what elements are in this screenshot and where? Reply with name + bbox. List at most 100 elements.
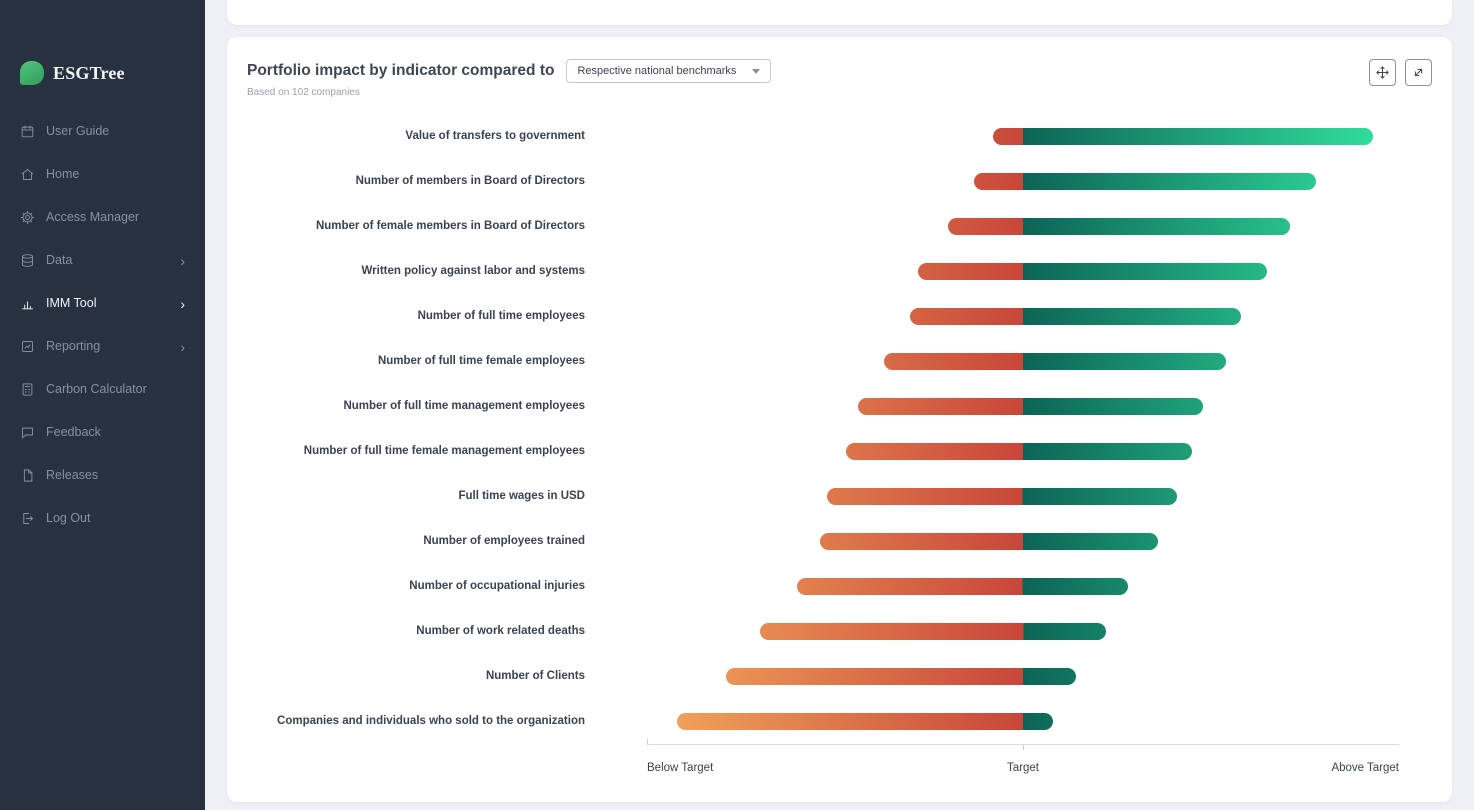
bar-track xyxy=(647,623,1399,640)
sidebar-item-label: Access Manager xyxy=(46,210,140,225)
logo-text: ESGTree xyxy=(53,62,125,83)
releases-icon xyxy=(20,468,35,483)
chart-row: Number of members in Board of Directors xyxy=(247,159,1432,204)
chart-row: Full time wages in USD xyxy=(247,474,1432,519)
bar-track xyxy=(647,398,1399,415)
category-label: Written policy against labor and systems xyxy=(361,264,585,277)
sidebar-item-imm-tool[interactable]: IMM Tool › xyxy=(0,282,205,325)
sidebar-item-home[interactable]: Home xyxy=(0,153,205,196)
impact-bar[interactable] xyxy=(917,263,1268,280)
page-title: Portfolio impact by indicator compared t… xyxy=(247,62,555,79)
axis-label-below-target: Below Target xyxy=(647,762,714,774)
logo: ESGTree xyxy=(0,0,205,88)
main-content: Portfolio impact by indicator compared t… xyxy=(205,0,1474,802)
chart-row: Written policy against labor and systems xyxy=(247,249,1432,294)
chart-row: Number of Clients xyxy=(247,654,1432,699)
bar-track xyxy=(647,668,1399,685)
bar-track xyxy=(647,578,1399,595)
bar-track xyxy=(647,443,1399,460)
gear-icon xyxy=(20,210,35,225)
category-label: Number of full time employees xyxy=(417,309,585,322)
category-label: Companies and individuals who sold to th… xyxy=(277,714,585,727)
chart-row: Number of full time employees xyxy=(247,294,1432,339)
sidebar-item-label: Reporting xyxy=(46,339,101,354)
chart-row: Number of full time female management em… xyxy=(247,429,1432,474)
chart-row: Number of full time female employees xyxy=(247,339,1432,384)
bar-track xyxy=(647,533,1399,550)
bar-track xyxy=(647,713,1399,730)
axis-label-target: Target xyxy=(1007,762,1039,774)
database-icon xyxy=(20,253,35,268)
chevron-right-icon: › xyxy=(180,338,185,355)
sidebar-item-feedback[interactable]: Feedback xyxy=(0,411,205,454)
chart-row: Number of female members in Board of Dir… xyxy=(247,204,1432,249)
logout-icon xyxy=(20,511,35,526)
portfolio-impact-card: Portfolio impact by indicator compared t… xyxy=(227,37,1452,802)
benchmark-dropdown-value: Respective national benchmarks xyxy=(577,65,737,77)
impact-bar[interactable] xyxy=(797,578,1129,595)
sidebar-item-data[interactable]: Data › xyxy=(0,239,205,282)
x-axis-labels: Below Target Target Above Target xyxy=(647,762,1399,778)
sidebar-item-access-manager[interactable]: Access Manager xyxy=(0,196,205,239)
sidebar-item-label: Releases xyxy=(46,468,99,483)
category-label: Number of full time female employees xyxy=(377,354,585,367)
category-label: Number of employees trained xyxy=(423,534,585,547)
impact-bar[interactable] xyxy=(725,668,1076,685)
x-axis xyxy=(647,739,1399,750)
sidebar-item-label: Feedback xyxy=(46,425,101,440)
move-button[interactable] xyxy=(1369,59,1396,86)
bar-chart-icon xyxy=(20,296,35,311)
sidebar-item-releases[interactable]: Releases xyxy=(0,454,205,497)
bar-track xyxy=(647,218,1399,235)
impact-bar[interactable] xyxy=(827,488,1178,505)
bar-track xyxy=(647,488,1399,505)
chevron-right-icon: › xyxy=(180,252,185,269)
home-icon xyxy=(20,167,35,182)
category-label: Number of members in Board of Directors xyxy=(355,174,585,187)
sidebar: ESGTree User Guide Home Access Manager Data… xyxy=(0,0,205,810)
chart-row: Number of employees trained xyxy=(247,519,1432,564)
benchmark-dropdown[interactable]: Respective national benchmarks xyxy=(566,59,772,83)
impact-bar[interactable] xyxy=(992,128,1373,145)
title-block: Portfolio impact by indicator compared t… xyxy=(247,59,772,98)
sidebar-item-reporting[interactable]: Reporting › xyxy=(0,325,205,368)
impact-bar[interactable] xyxy=(819,533,1159,550)
report-icon xyxy=(20,339,35,354)
axis-tick xyxy=(1023,745,1024,750)
sidebar-item-label: IMM Tool xyxy=(46,296,97,311)
expand-button[interactable] xyxy=(1405,59,1432,86)
axis-tick xyxy=(647,739,648,744)
card-subtitle: Based on 102 companies xyxy=(247,87,360,98)
impact-bar[interactable] xyxy=(947,218,1290,235)
calculator-icon xyxy=(20,382,35,397)
sidebar-item-user-guide[interactable]: User Guide xyxy=(0,110,205,153)
sidebar-item-log-out[interactable]: Log Out xyxy=(0,497,205,540)
category-label: Number of Clients xyxy=(485,669,585,682)
impact-bar[interactable] xyxy=(883,353,1227,370)
impact-bar[interactable] xyxy=(974,173,1317,190)
bar-track xyxy=(647,308,1399,325)
expand-icon xyxy=(1411,65,1426,80)
header-actions xyxy=(1369,59,1432,86)
impact-bar[interactable] xyxy=(677,713,1054,730)
sidebar-item-carbon-calculator[interactable]: Carbon Calculator xyxy=(0,368,205,411)
feedback-icon xyxy=(20,425,35,440)
impact-bar[interactable] xyxy=(910,308,1242,325)
chart-row: Number of occupational injuries xyxy=(247,564,1432,609)
chart-row: Number of full time management employees xyxy=(247,384,1432,429)
impact-bar[interactable] xyxy=(857,398,1204,415)
bar-track xyxy=(647,353,1399,370)
bar-track xyxy=(647,173,1399,190)
category-label: Value of transfers to government xyxy=(405,129,585,142)
impact-bar[interactable] xyxy=(846,443,1193,460)
portfolio-impact-chart: Value of transfers to government Number o… xyxy=(247,114,1432,778)
axis-label-above-target: Above Target xyxy=(1331,762,1399,774)
impact-bar[interactable] xyxy=(759,623,1106,640)
calendar-icon xyxy=(20,124,35,139)
sidebar-item-label: Carbon Calculator xyxy=(46,382,147,397)
sidebar-item-label: Log Out xyxy=(46,511,91,526)
bar-track xyxy=(647,263,1399,280)
card-header: Portfolio impact by indicator compared t… xyxy=(247,59,1432,98)
category-label: Full time wages in USD xyxy=(458,489,585,502)
chart-rows: Value of transfers to government Number o… xyxy=(247,114,1432,744)
